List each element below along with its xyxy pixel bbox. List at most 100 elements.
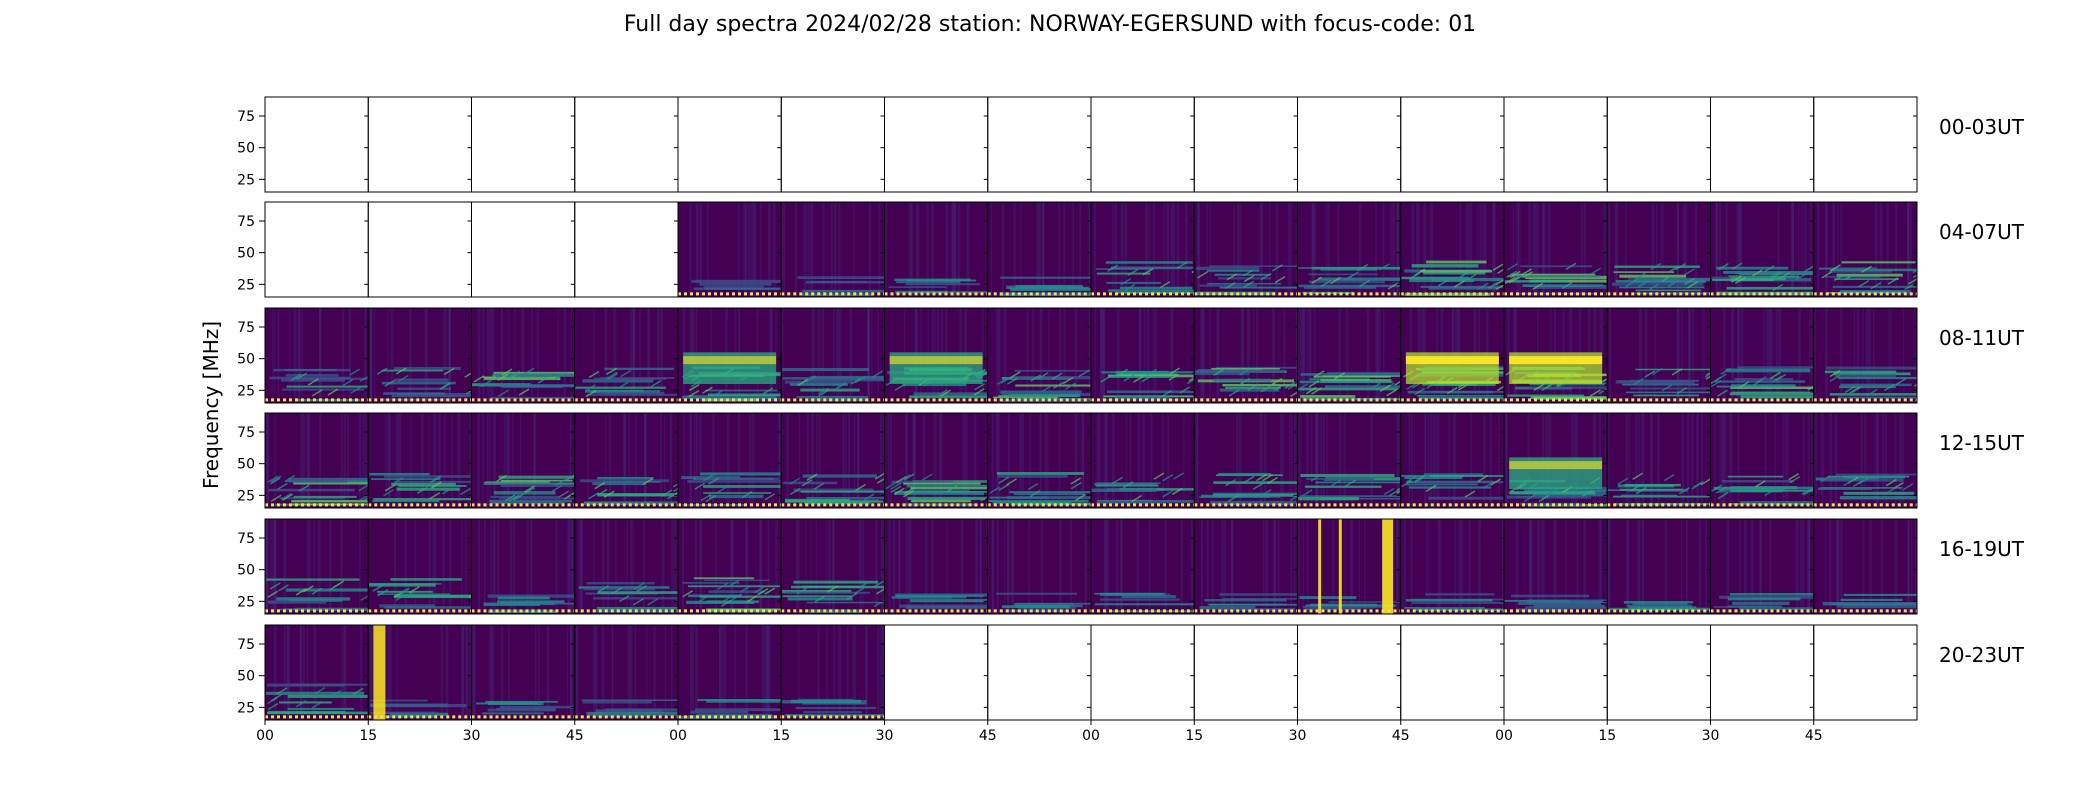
spectrum-texture — [1736, 202, 1740, 297]
spectrum-texture — [866, 308, 870, 403]
spectrum-panel — [574, 624, 679, 721]
interference-band — [279, 497, 345, 500]
interference-band — [1214, 273, 1271, 276]
spectrum-panel — [367, 307, 472, 404]
spectrum-texture — [1146, 308, 1150, 403]
drift-streak — [501, 368, 513, 376]
spectrum-texture — [852, 625, 855, 720]
interference-band — [1219, 286, 1298, 289]
interference-band — [781, 589, 852, 594]
drift-streak — [349, 368, 361, 376]
interference-band — [1115, 370, 1169, 375]
drift-streak — [1065, 382, 1077, 390]
spectrum-texture — [1515, 519, 1519, 614]
spectrum-texture — [1677, 308, 1679, 403]
spectrum-texture — [737, 202, 740, 297]
spectrum-panel — [574, 201, 679, 298]
interference-band — [287, 707, 355, 710]
spectrum-panel — [780, 96, 885, 193]
interference-band — [690, 710, 749, 714]
spectrum-texture — [461, 519, 463, 614]
drift-streak — [1851, 385, 1863, 393]
drift-streak — [607, 372, 619, 381]
spectrum-texture — [1036, 202, 1040, 297]
spectrum-texture — [1448, 413, 1450, 508]
spectrum-texture — [503, 413, 506, 508]
drift-streak — [1821, 271, 1833, 279]
drift-streak — [1446, 386, 1458, 395]
drift-streak — [1162, 474, 1174, 482]
interference-band — [390, 578, 462, 581]
spectrum-texture — [1534, 202, 1537, 297]
spectrum-texture — [751, 202, 754, 297]
spectrum-texture — [826, 625, 828, 720]
drift-streak — [633, 582, 645, 590]
drift-streak — [682, 590, 694, 598]
drift-streak — [1858, 280, 1870, 288]
spectrum-texture — [1888, 308, 1891, 403]
spectrum-texture — [646, 625, 648, 720]
spectrum-texture — [569, 625, 573, 720]
interference-band — [694, 708, 782, 712]
spectrum-texture — [1200, 308, 1202, 403]
interference-band — [1825, 276, 1881, 278]
spectrum-texture — [1171, 202, 1174, 297]
interference-band — [1414, 480, 1504, 484]
drift-streak — [269, 582, 281, 590]
spectrum-texture — [933, 413, 937, 508]
drift-streak — [764, 493, 776, 501]
interference-band — [1619, 274, 1687, 278]
drift-streak — [1405, 475, 1417, 483]
spectrum-texture — [1862, 519, 1865, 614]
drift-streak — [707, 477, 719, 485]
spectrum-texture — [1608, 202, 1610, 297]
spectrum-texture — [370, 308, 372, 403]
y-tick-label: 50 — [237, 457, 255, 473]
spectrum-texture — [1865, 308, 1868, 403]
spectrum-texture — [777, 519, 779, 614]
interference-band — [1840, 290, 1907, 294]
spectrum-texture — [566, 625, 568, 720]
spectrum-texture — [328, 519, 332, 614]
interference-band — [1734, 378, 1794, 381]
spectrum-texture — [1026, 308, 1029, 403]
spectrum-texture — [1166, 202, 1170, 297]
interference-band — [370, 699, 428, 702]
spectrum-texture — [990, 202, 993, 297]
interference-band — [273, 368, 351, 372]
interference-band — [1096, 500, 1166, 504]
drift-streak — [846, 592, 858, 600]
drift-streak — [1700, 478, 1711, 486]
drift-streak — [1538, 495, 1550, 503]
spectrum-texture — [1143, 308, 1145, 403]
spectrum-texture — [806, 413, 810, 508]
interference-band — [293, 481, 369, 485]
interference-band — [383, 392, 445, 395]
spectrum-texture — [494, 413, 496, 508]
drift-streak — [555, 478, 566, 487]
drift-streak — [876, 477, 885, 484]
spectrum-texture — [274, 413, 276, 508]
drift-streak — [296, 372, 308, 380]
interference-band — [284, 608, 369, 611]
drift-streak — [518, 388, 530, 396]
spectrum-texture — [1835, 413, 1838, 508]
spectrum-texture — [1280, 413, 1283, 508]
spectrum-texture — [957, 202, 961, 297]
spectrum-texture — [1139, 308, 1142, 403]
drift-streak — [384, 379, 396, 387]
drift-streak — [524, 487, 535, 495]
spectrum-texture — [449, 308, 451, 403]
spectrum-texture — [1339, 413, 1342, 508]
drift-streak — [1661, 384, 1673, 392]
spectrum-texture — [302, 413, 305, 508]
spectrum-texture — [726, 413, 730, 508]
spectrum-texture — [1163, 202, 1166, 297]
spectrum-texture — [1460, 519, 1464, 614]
drift-streak — [442, 487, 453, 495]
spectrum-texture — [300, 413, 304, 508]
drift-streak — [721, 595, 733, 603]
interference-band — [1213, 481, 1298, 484]
spectrum-texture — [1111, 413, 1115, 508]
spectrum-texture — [1424, 413, 1427, 508]
